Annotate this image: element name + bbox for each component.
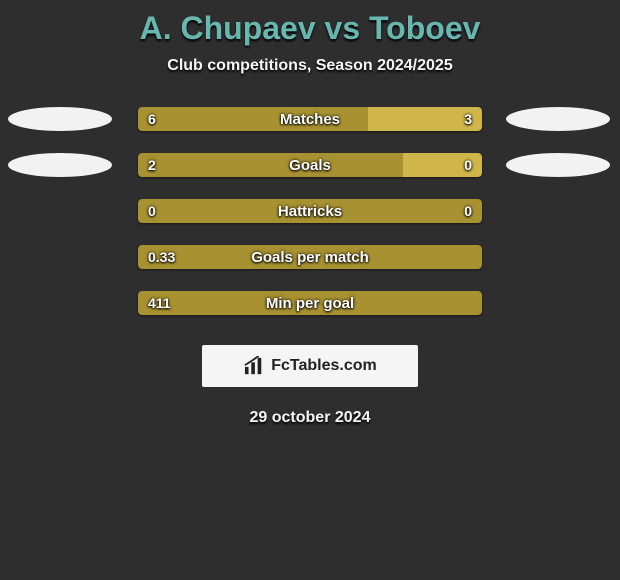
stat-bar-left [138,199,482,223]
snapshot-date: 29 october 2024 [0,409,620,427]
stat-row: Matches63 [0,107,620,131]
subtitle: Club competitions, Season 2024/2025 [0,57,620,75]
stat-row: Hattricks00 [0,199,620,223]
brand-box[interactable]: FcTables.com [202,345,418,387]
stat-bar: Hattricks00 [138,199,482,223]
stat-row: Goals20 [0,153,620,177]
stats-rows: Matches63 Goals20 Hattricks00 Goals per mat… [0,107,620,315]
stat-bar-right [368,107,482,131]
stat-bar: Min per goal411 [138,291,482,315]
stat-bar: Goals per match0.33 [138,245,482,269]
team-badge-left [8,153,112,177]
brand-text: FcTables.com [271,357,377,375]
stat-bar-left [138,245,482,269]
stat-row: Goals per match0.33 [0,245,620,269]
stat-bar: Matches63 [138,107,482,131]
stat-bar-right [403,153,482,177]
team-badge-right [506,107,610,131]
comparison-card: A. Chupaev vs Toboev Club competitions, … [0,0,620,427]
team-badge-right [506,153,610,177]
stat-bar-left [138,153,403,177]
team-badge-left [8,107,112,131]
page-title: A. Chupaev vs Toboev [0,10,620,47]
stat-bar-left [138,291,482,315]
stat-bar: Goals20 [138,153,482,177]
brand-chart-icon [243,356,265,376]
stat-row: Min per goal411 [0,291,620,315]
stat-bar-left [138,107,368,131]
